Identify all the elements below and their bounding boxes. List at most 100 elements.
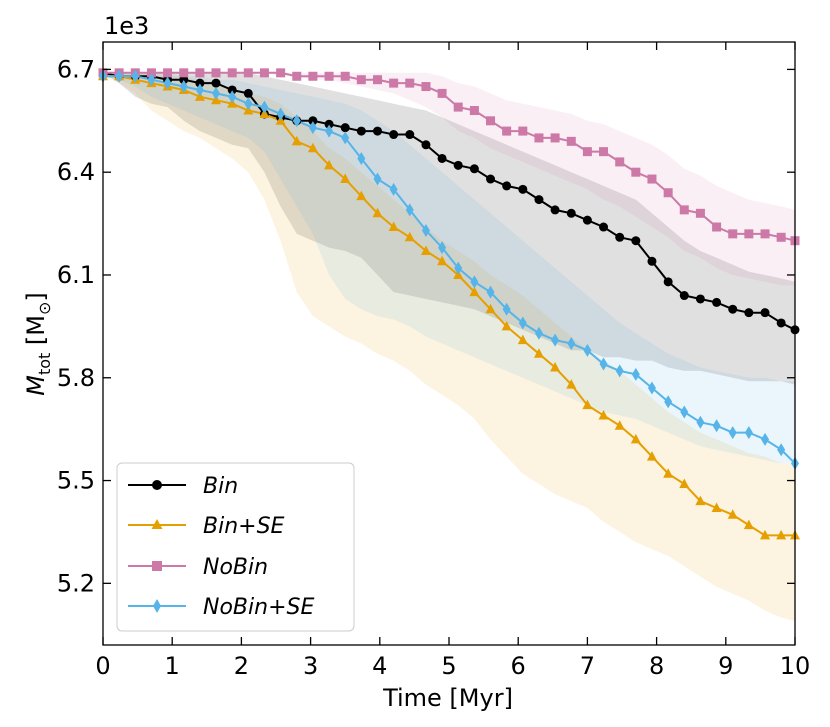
point-bin-se-26 (517, 334, 528, 345)
point-bin-36 (679, 291, 689, 301)
point-bin-21 (437, 153, 447, 163)
point-bin-se-12 (291, 135, 302, 146)
point-nobin-se-38 (712, 419, 721, 433)
point-nobin-se-34 (647, 381, 656, 395)
point-bin-19 (405, 130, 415, 140)
point-bin-se-17 (372, 207, 383, 218)
point-nobin-se-3 (147, 73, 156, 87)
point-bin-se-37 (695, 495, 706, 506)
point-nobin-10 (259, 68, 269, 78)
point-nobin-se-10 (260, 100, 269, 114)
point-nobin-17 (373, 75, 383, 85)
y-axis-label-unit-subscript: ⊙ (35, 302, 54, 315)
legend-marker-bin-se (151, 519, 163, 529)
y-offset-label: 1e3 (104, 12, 149, 40)
point-nobin-se-23 (470, 275, 479, 289)
point-nobin-14 (324, 71, 334, 81)
point-nobin-5 (179, 68, 189, 78)
point-bin-28 (550, 205, 560, 215)
y-axis-ticks: 5.2 5.5 5.8 6.1 6.4 6.7 (57, 55, 795, 597)
point-bin-5 (179, 75, 189, 85)
point-bin-9 (243, 88, 253, 98)
legend-marker-nobin (152, 561, 162, 571)
x-tick-label-5: 5 (441, 652, 456, 680)
legend-marker-nobin-se (153, 599, 161, 613)
point-nobin-28 (550, 133, 560, 143)
point-nobin-se-22 (454, 261, 463, 275)
legend-label-nobin-se: NoBin+SE (203, 595, 314, 620)
x-tick-label-9: 9 (718, 652, 733, 680)
point-nobin-se-29 (567, 337, 576, 350)
point-nobin-32 (615, 157, 625, 167)
point-nobin-40 (744, 229, 754, 239)
point-nobin-4 (163, 68, 173, 78)
point-bin-41 (760, 308, 770, 318)
legend-entry-nobin-se: NoBin+SE (128, 595, 314, 620)
point-nobin-se-7 (212, 86, 221, 100)
point-bin-42 (776, 318, 786, 328)
point-nobin-11 (276, 68, 286, 78)
point-nobin-34 (647, 174, 657, 184)
point-bin-se-27 (533, 348, 544, 358)
y-axis-label-symbol: M (22, 375, 50, 396)
point-bin-13 (308, 116, 318, 126)
legend: Bin Bin+SE NoBin NoBin+SE (116, 462, 355, 632)
x-tick-label-7: 7 (580, 652, 595, 680)
point-nobin-13 (308, 71, 318, 81)
legend-box (116, 462, 355, 632)
series-markers (98, 68, 800, 540)
point-nobin-27 (534, 133, 544, 143)
point-nobin-se-2 (131, 69, 140, 83)
point-nobin-7 (211, 68, 221, 78)
point-nobin-se-41 (761, 432, 770, 446)
point-nobin-se-9 (244, 97, 253, 111)
point-bin-29 (566, 208, 576, 218)
point-nobin-se-27 (534, 326, 543, 340)
point-bin-se-33 (630, 433, 641, 444)
point-bin-se-40 (743, 519, 754, 530)
point-bin-18 (389, 130, 399, 140)
y-tick-label-4: 6.4 (57, 158, 95, 186)
point-bin-20 (421, 140, 431, 150)
x-tick-label-10: 10 (780, 652, 811, 680)
point-nobin-se-12 (292, 114, 301, 128)
point-bin-16 (356, 126, 366, 136)
legend-marker-bin (152, 480, 162, 490)
point-nobin-26 (518, 126, 528, 136)
point-nobin-se-19 (405, 203, 414, 217)
point-bin-se-20 (420, 245, 431, 255)
x-tick-label-1: 1 (165, 652, 180, 680)
point-bin-se-36 (679, 478, 690, 488)
point-bin-24 (486, 174, 496, 184)
point-nobin-se-28 (551, 333, 560, 347)
point-bin-se-29 (566, 379, 577, 389)
point-bin-se-28 (550, 361, 561, 372)
point-bin-se-24 (485, 303, 496, 314)
y-tick-label-2: 5.8 (57, 364, 95, 392)
point-bin-se-15 (340, 173, 351, 184)
point-bin-se-39 (727, 509, 738, 519)
point-nobin-37 (695, 208, 705, 218)
point-nobin-se-20 (421, 223, 430, 237)
point-nobin-21 (437, 88, 447, 98)
point-bin-15 (340, 123, 350, 133)
point-bin-se-21 (437, 255, 448, 266)
point-nobin-19 (405, 78, 415, 88)
y-axis-label-unit-close: ] (22, 292, 50, 301)
x-axis-label: Time [Myr] (382, 684, 513, 712)
point-nobin-se-21 (438, 241, 447, 255)
x-tick-label-0: 0 (95, 652, 110, 680)
point-bin-14 (324, 119, 334, 129)
point-bin-se-34 (646, 451, 657, 461)
y-axis-label: Mtot [M⊙] (22, 292, 54, 396)
point-nobin-se-4 (163, 76, 172, 90)
point-bin-23 (469, 164, 479, 174)
point-bin-31 (599, 222, 609, 232)
point-bin-27 (534, 195, 544, 205)
point-nobin-se-36 (680, 405, 689, 419)
y-tick-label-3: 6.1 (57, 261, 95, 289)
point-bin-17 (373, 126, 383, 136)
x-tick-label-2: 2 (234, 652, 249, 680)
x-tick-label-8: 8 (649, 652, 664, 680)
point-bin-se-13 (307, 142, 318, 153)
